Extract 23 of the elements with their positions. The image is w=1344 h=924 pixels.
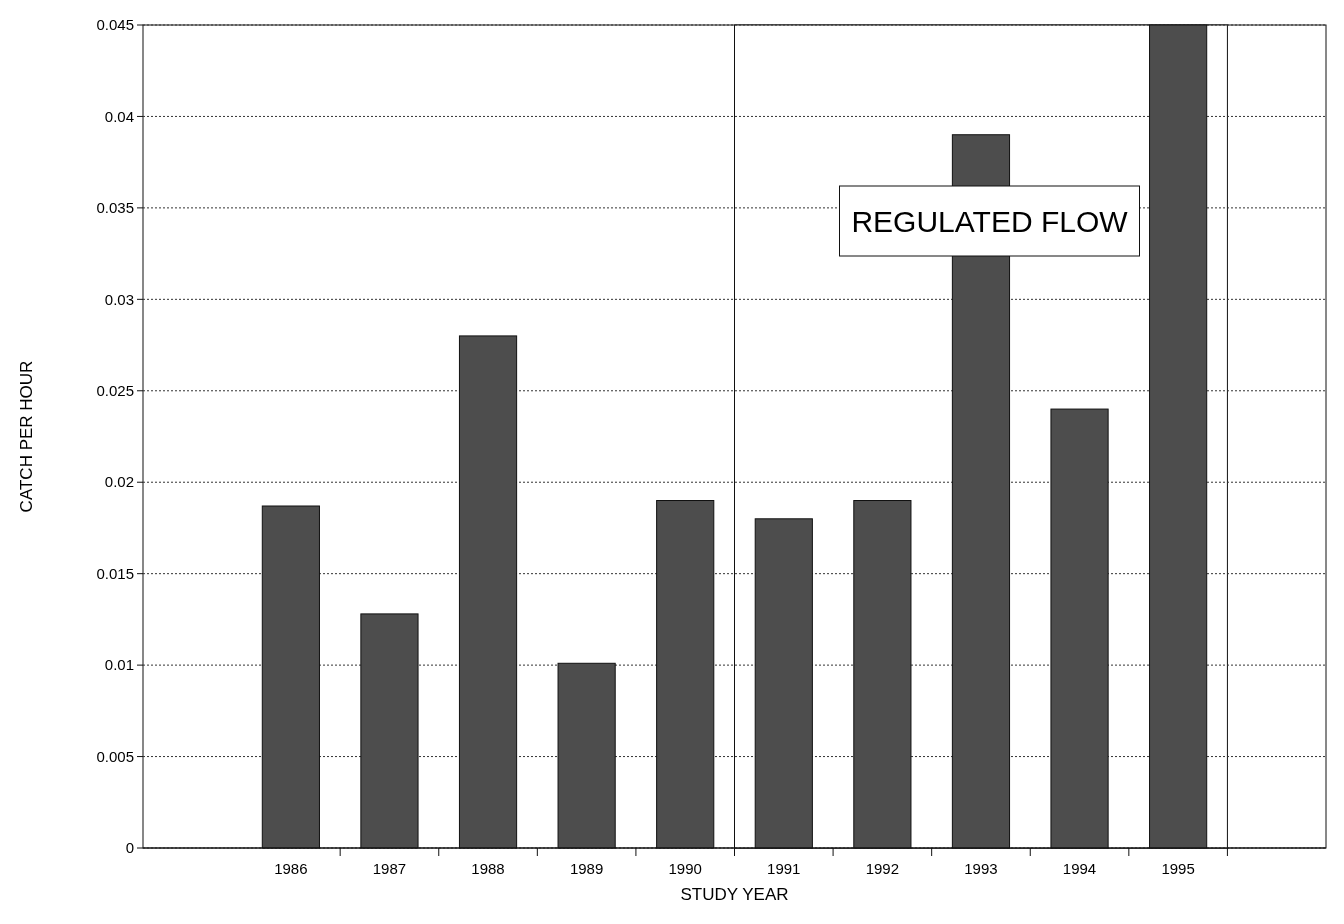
y-tick-label: 0.04 bbox=[104, 107, 134, 125]
x-tick-label: 1992 bbox=[865, 860, 900, 877]
x-tick-label: 1986 bbox=[274, 860, 308, 877]
y-tick-label: 0.03 bbox=[104, 290, 134, 308]
y-tick-label: 0.025 bbox=[96, 382, 134, 400]
x-tick-label: 1989 bbox=[569, 860, 604, 877]
y-tick-label: 0 bbox=[125, 839, 134, 857]
y-tick-label: 0.01 bbox=[104, 656, 134, 674]
x-tick-label: 1993 bbox=[964, 860, 998, 877]
y-axis-title: CATCH PER HOUR bbox=[17, 360, 36, 513]
x-tick-label: 1994 bbox=[1062, 860, 1097, 877]
y-tick-label: 0.035 bbox=[96, 199, 134, 217]
y-tick-label: 0.02 bbox=[104, 473, 134, 491]
y-tick-label: 0.015 bbox=[96, 564, 134, 582]
x-tick-label: 1991 bbox=[767, 860, 801, 877]
x-tick-label: 1987 bbox=[372, 860, 407, 877]
x-tick-label: 1988 bbox=[471, 860, 505, 877]
x-axis-title: STUDY YEAR bbox=[680, 885, 789, 904]
x-tick-label: 1990 bbox=[668, 860, 702, 877]
y-tick-label: 0.045 bbox=[96, 16, 134, 34]
band-label: REGULATED FLOW bbox=[851, 205, 1129, 238]
y-tick-label: 0.005 bbox=[96, 747, 134, 765]
x-tick-label: 1995 bbox=[1161, 860, 1195, 877]
